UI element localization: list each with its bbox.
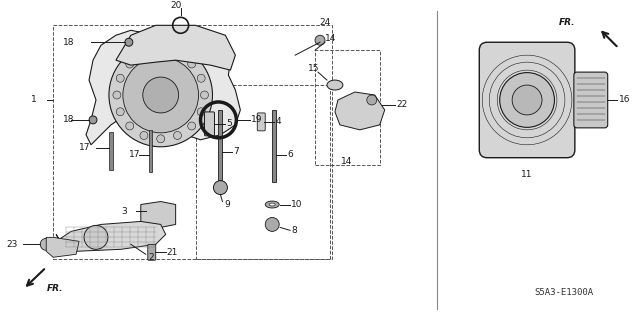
Text: 18: 18 <box>63 38 75 47</box>
Bar <box>148 130 152 172</box>
Text: 4: 4 <box>275 117 281 126</box>
Circle shape <box>140 50 148 58</box>
Text: 14: 14 <box>325 34 337 43</box>
Bar <box>272 110 276 182</box>
Circle shape <box>265 218 279 231</box>
FancyBboxPatch shape <box>479 42 575 158</box>
Text: FR.: FR. <box>559 18 575 27</box>
Text: 11: 11 <box>522 170 533 179</box>
Bar <box>109 132 113 170</box>
Text: 16: 16 <box>619 95 630 105</box>
Circle shape <box>109 43 212 147</box>
Circle shape <box>188 60 196 68</box>
Bar <box>196 85 330 259</box>
FancyBboxPatch shape <box>574 72 608 128</box>
Circle shape <box>200 91 209 99</box>
Polygon shape <box>46 237 79 257</box>
Bar <box>53 25 332 259</box>
Text: 8: 8 <box>291 226 297 235</box>
Polygon shape <box>141 202 175 227</box>
Circle shape <box>197 108 205 116</box>
Text: 17: 17 <box>129 150 140 159</box>
Text: 18: 18 <box>63 115 75 124</box>
Text: 14: 14 <box>341 157 353 166</box>
Text: S5A3-E1300A: S5A3-E1300A <box>534 288 593 297</box>
Ellipse shape <box>327 80 343 90</box>
Circle shape <box>40 238 52 250</box>
Text: 22: 22 <box>397 100 408 109</box>
Text: 3: 3 <box>121 207 127 216</box>
Text: 2: 2 <box>148 253 154 262</box>
Ellipse shape <box>500 73 554 127</box>
Bar <box>218 110 223 180</box>
Text: 20: 20 <box>170 1 181 10</box>
Circle shape <box>197 74 205 82</box>
Text: 15: 15 <box>308 63 319 73</box>
Text: 5: 5 <box>227 119 232 128</box>
Ellipse shape <box>269 203 275 206</box>
Circle shape <box>367 95 377 105</box>
Text: 10: 10 <box>291 200 303 209</box>
Circle shape <box>173 131 182 139</box>
Text: 21: 21 <box>166 248 178 257</box>
Circle shape <box>315 35 325 45</box>
Text: 6: 6 <box>287 150 293 159</box>
Circle shape <box>116 108 124 116</box>
FancyBboxPatch shape <box>205 112 214 136</box>
Circle shape <box>125 38 133 46</box>
Text: 1: 1 <box>31 95 37 105</box>
Text: 7: 7 <box>234 147 239 156</box>
Text: 9: 9 <box>225 200 230 209</box>
Circle shape <box>125 60 134 68</box>
Circle shape <box>113 91 121 99</box>
Circle shape <box>125 122 134 130</box>
Bar <box>315 50 380 165</box>
Circle shape <box>84 226 108 249</box>
Circle shape <box>143 77 179 113</box>
Circle shape <box>157 47 164 55</box>
Polygon shape <box>86 30 241 145</box>
Circle shape <box>157 135 164 143</box>
Ellipse shape <box>512 85 542 115</box>
Ellipse shape <box>265 201 279 208</box>
Circle shape <box>214 181 227 195</box>
Text: 19: 19 <box>252 115 263 124</box>
FancyBboxPatch shape <box>257 113 265 131</box>
Polygon shape <box>116 25 236 70</box>
Circle shape <box>116 74 124 82</box>
Text: 24: 24 <box>319 18 331 27</box>
FancyBboxPatch shape <box>148 244 156 260</box>
Circle shape <box>140 131 148 139</box>
Polygon shape <box>335 92 385 130</box>
Circle shape <box>173 50 182 58</box>
Circle shape <box>89 116 97 124</box>
Text: FR.: FR. <box>47 284 64 293</box>
Polygon shape <box>56 221 166 251</box>
Circle shape <box>123 57 198 133</box>
Text: 17: 17 <box>79 143 91 152</box>
Circle shape <box>188 122 196 130</box>
Text: 23: 23 <box>6 240 18 249</box>
